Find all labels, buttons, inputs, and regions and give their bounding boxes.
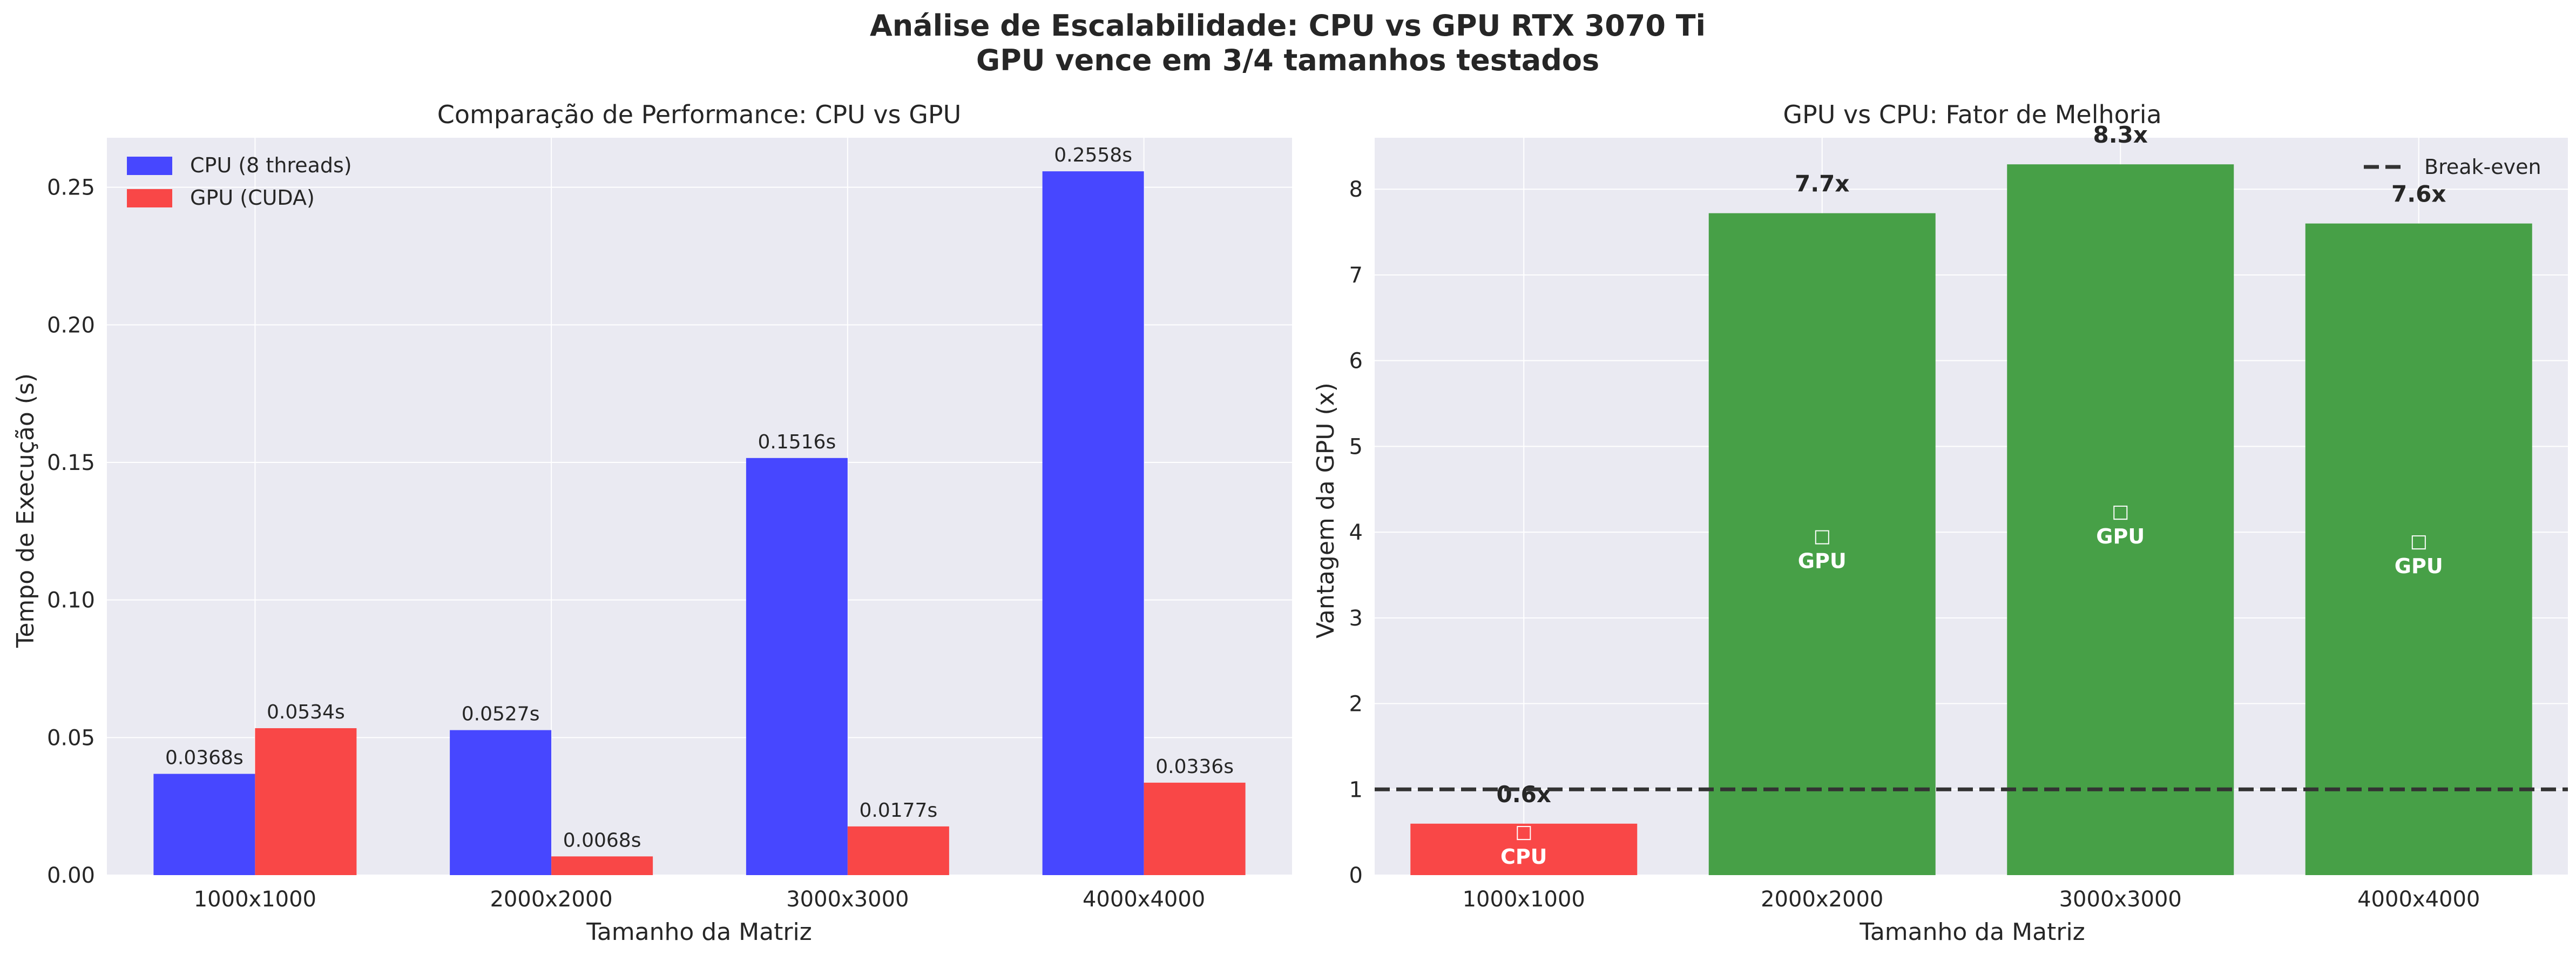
cpu-bar-label: 0.0368s [165,747,244,769]
cpu-bar [450,730,552,875]
left-x-tick-label: 4000x4000 [1083,887,1205,912]
legend-break-even-label: Break-even [2424,155,2541,179]
winner-icon: □ [1515,821,1532,843]
right-x-axis-label: Tamanho da Matriz [1859,918,2085,946]
legend-gpu-label: GPU (CUDA) [190,186,315,210]
left-x-tick-label: 1000x1000 [194,887,316,912]
right-y-tick-label: 5 [1349,434,1363,459]
cpu-bar-label: 0.0527s [462,703,540,725]
legend-cpu-swatch [127,157,172,175]
right-y-tick-label: 7 [1349,263,1363,288]
left-x-tick-label: 3000x3000 [786,887,909,912]
right-y-tick-label: 6 [1349,349,1363,374]
gpu-bar [551,856,653,875]
right-y-tick-label: 0 [1349,863,1363,888]
improvement-value-label: 0.6x [1497,781,1552,808]
cpu-bar [746,458,848,875]
right-chart-title: GPU vs CPU: Fator de Melhoria [1783,100,2161,129]
right-y-tick-label: 3 [1349,606,1363,631]
right-x-tick-label: 1000x1000 [1463,887,1585,912]
left-x-axis-label: Tamanho da Matriz [586,918,812,946]
left-x-tick-label: 2000x2000 [490,887,612,912]
right-y-tick-label: 1 [1349,777,1363,802]
winner-icon: □ [2410,530,2428,552]
winner-label: CPU [1500,845,1547,869]
cpu-bar [1042,171,1144,875]
gpu-win-bar [2305,223,2532,875]
right-x-tick-label: 3000x3000 [2059,887,2182,912]
left-y-tick-label: 0.10 [47,588,95,613]
legend-gpu-swatch [127,189,172,207]
right-ticks: 0 1 2 3 4 5 6 7 8 1000x1000 2000x2000 3000x3000 4000… [1349,177,2480,912]
legend-cpu-label: CPU (8 threads) [190,153,352,177]
figure-title-line1: Análise de Escalabilidade: CPU vs GPU RT… [870,9,1706,43]
cpu-bar-label: 0.2558s [1054,144,1132,166]
improvement-value-label: 7.7x [1795,171,1850,197]
cpu-bar-label: 0.1516s [758,431,836,453]
improvement-value-label: 8.3x [2093,122,2148,148]
right-y-tick-label: 2 [1349,692,1363,717]
left-y-tick-label: 0.20 [47,313,95,338]
winner-icon: □ [2112,501,2129,522]
winner-label: GPU [2096,525,2145,548]
right-x-tick-label: 2000x2000 [1761,887,1883,912]
time-comparison-chart: 0.0368s 0.0534s 0.0527s 0.0068s 0.1516s 0.017… [12,100,1292,946]
left-y-axis-label: Tempo de Execução (s) [12,373,39,648]
gpu-bar [1144,782,1246,875]
gpu-bar-label: 0.0336s [1155,756,1234,778]
gpu-bar [255,728,357,875]
left-legend: CPU (8 threads) GPU (CUDA) [127,153,352,210]
left-bars: 0.0368s 0.0534s 0.0527s 0.0068s 0.1516s 0.017… [153,144,1246,875]
gpu-bar-label: 0.0177s [860,799,938,822]
right-y-tick-label: 4 [1349,520,1363,545]
right-y-axis-label: Vantagem da GPU (x) [1312,382,1340,639]
winner-label: GPU [2395,554,2443,578]
cpu-bar [153,774,255,875]
gpu-win-bar [2007,164,2234,875]
gpu-bar [847,826,949,875]
winner-icon: □ [1814,525,1831,547]
winner-label: GPU [1798,549,1847,573]
figure-title-line2: GPU vence em 3/4 tamanhos testados [976,43,1599,77]
gpu-bar-label: 0.0068s [563,829,641,851]
left-y-tick-label: 0.25 [47,176,95,200]
improvement-value-label: 7.6x [2391,181,2446,207]
left-y-tick-label: 0.00 [47,863,95,888]
right-y-tick-label: 8 [1349,177,1363,202]
left-ticks: 0.00 0.05 0.10 0.15 0.20 0.25 1000x1000 2000x20… [47,176,1205,912]
right-legend: Break-even [2364,155,2541,179]
gpu-bar-label: 0.0534s [267,701,345,723]
left-y-tick-label: 0.15 [47,451,95,475]
right-x-tick-label: 4000x4000 [2357,887,2480,912]
gpu-win-bar [1708,213,1936,875]
left-chart-title: Comparação de Performance: CPU vs GPU [437,100,962,129]
cpu-win-bar [1410,823,1638,875]
left-y-tick-label: 0.05 [47,725,95,750]
